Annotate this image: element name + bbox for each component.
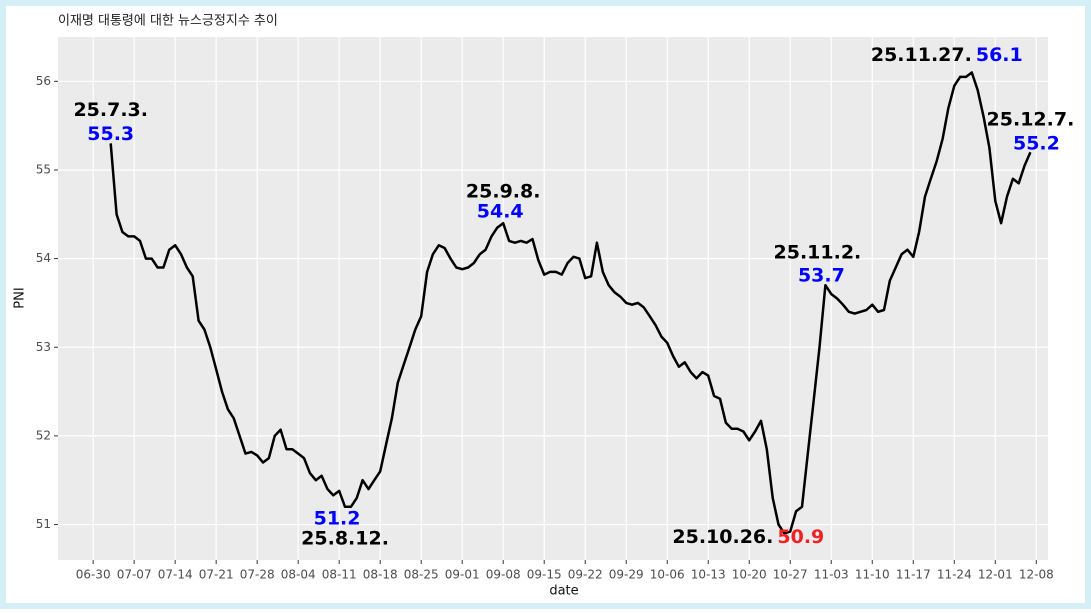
y-tick-label: 54	[36, 251, 51, 265]
x-tick-label: 06-30	[76, 568, 111, 582]
x-tick-label: 10-06	[650, 568, 685, 582]
annotation-label: 25.8.12.	[301, 527, 389, 549]
x-tick-label: 09-29	[609, 568, 644, 582]
annotation-value: 53.7	[798, 265, 845, 287]
x-tick-label: 10-20	[732, 568, 767, 582]
annotation-value: 55.2	[1013, 133, 1060, 155]
x-tick-label: 09-15	[527, 568, 562, 582]
y-tick-label: 56	[36, 74, 51, 88]
x-tick-label: 11-10	[855, 568, 890, 582]
y-tick-label: 55	[36, 162, 51, 176]
x-tick-label: 10-13	[691, 568, 726, 582]
x-tick-label: 11-03	[814, 568, 849, 582]
y-axis-label: PNI	[13, 287, 28, 308]
annotation-label: 25.12.7.	[987, 109, 1075, 131]
annotation-value: 55.3	[87, 123, 134, 145]
x-tick-label: 12-01	[978, 568, 1013, 582]
x-tick-label: 07-07	[117, 568, 152, 582]
x-tick-label: 08-18	[363, 568, 398, 582]
x-tick-label: 11-24	[937, 568, 972, 582]
x-tick-label: 07-21	[199, 568, 234, 582]
annotation-label: 25.9.8.	[466, 181, 541, 203]
x-tick-label: 07-28	[240, 568, 275, 582]
y-tick-label: 52	[36, 428, 51, 442]
x-tick-label: 08-11	[322, 568, 357, 582]
x-tick-label: 08-25	[404, 568, 439, 582]
x-tick-label: 09-01	[445, 568, 480, 582]
x-tick-label: 10-27	[773, 568, 808, 582]
x-axis-label: date	[549, 584, 578, 599]
y-tick-label: 53	[36, 340, 51, 354]
x-tick-label: 08-04	[281, 568, 316, 582]
annotation-value: 50.9	[777, 526, 824, 548]
annotation-label: 25.11.27.	[871, 44, 972, 66]
annotation-value: 56.1	[976, 44, 1023, 66]
y-tick-label: 51	[36, 517, 51, 531]
panel	[58, 37, 1048, 560]
annotation-value: 54.4	[477, 201, 524, 223]
x-tick-label: 09-08	[486, 568, 521, 582]
x-tick-label: 11-17	[896, 568, 931, 582]
x-tick-label: 09-22	[568, 568, 603, 582]
x-tick-label: 12-08	[1019, 568, 1054, 582]
annotation-label: 25.10.26.	[672, 526, 773, 548]
chart-title: 이재명 대통령에 대한 뉴스긍정지수 추이	[58, 14, 278, 29]
annotation-value: 51.2	[314, 507, 361, 529]
annotation-label: 25.11.2.	[774, 242, 862, 264]
series-line	[109, 71, 1032, 535]
x-tick-label: 07-14	[158, 568, 193, 582]
annotation-label: 25.7.3.	[73, 99, 148, 121]
